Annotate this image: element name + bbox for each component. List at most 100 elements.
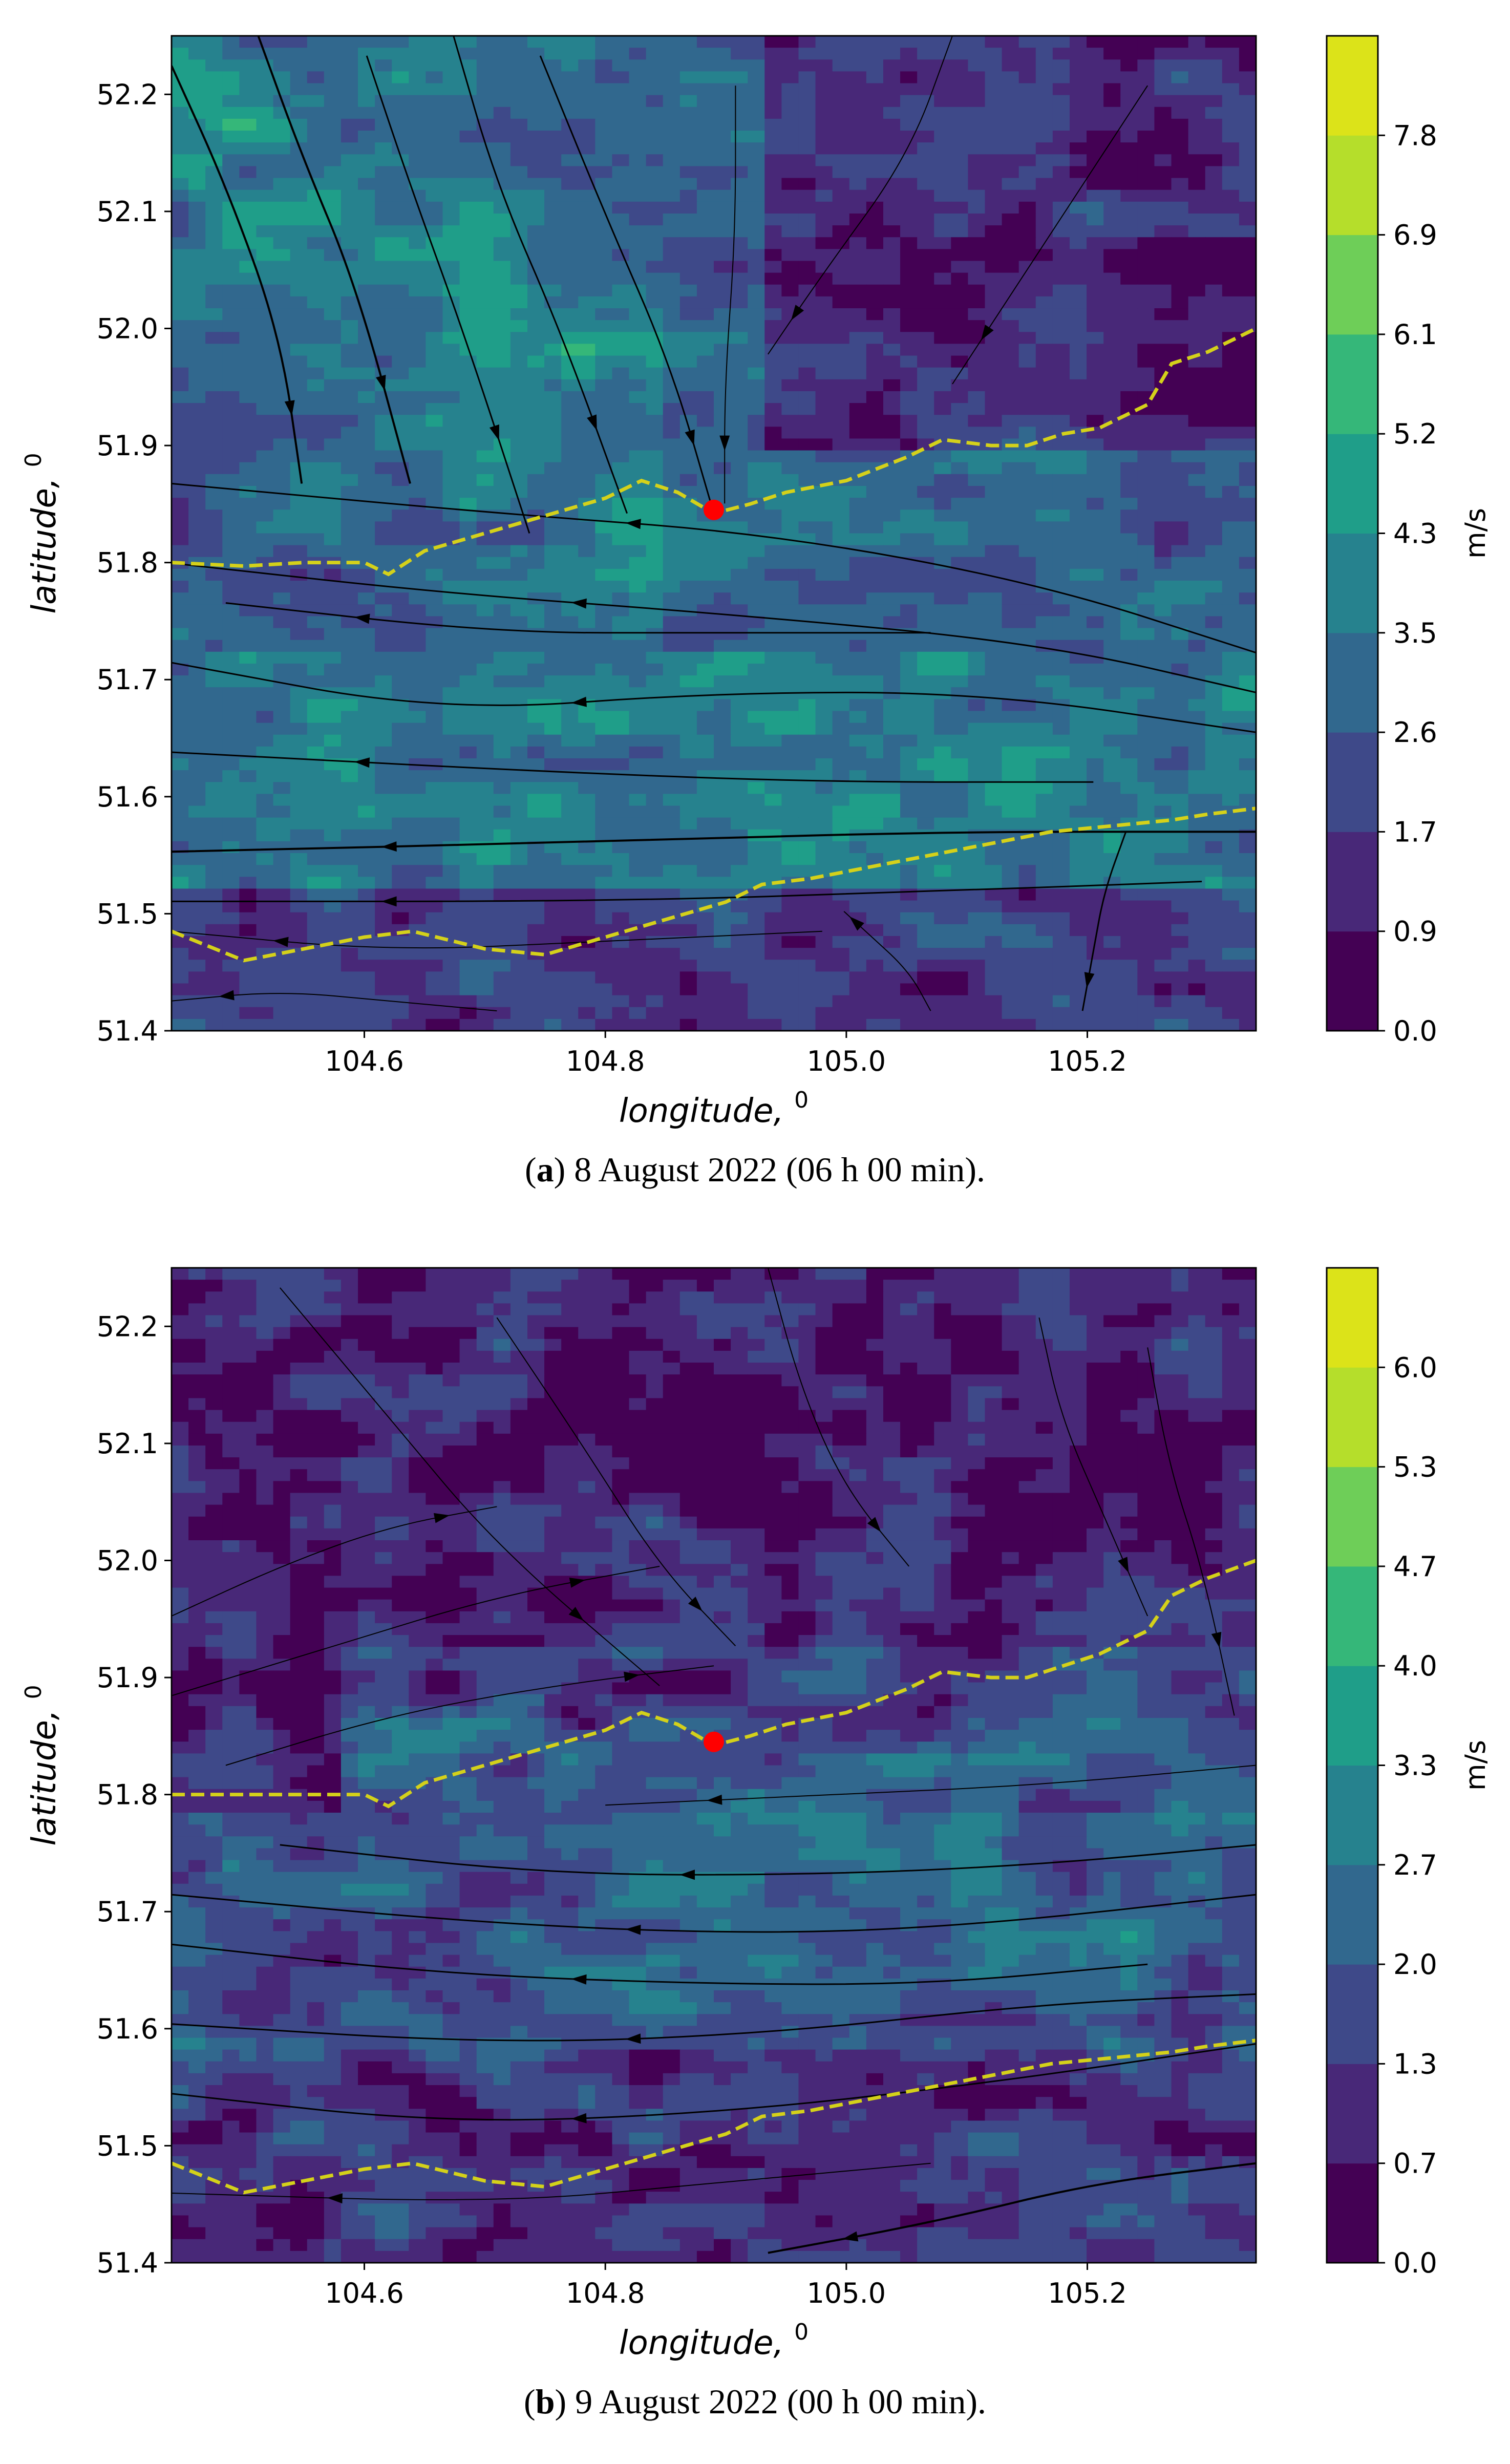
field-cell (307, 924, 325, 937)
field-cell (815, 663, 833, 676)
field-cell (578, 474, 596, 486)
field-cell (798, 107, 816, 119)
field-cell (900, 367, 918, 380)
field-cell (696, 379, 714, 392)
field-cell (1137, 142, 1155, 155)
field-cell (290, 616, 308, 629)
field-cell (714, 379, 731, 392)
field-cell (442, 865, 460, 878)
field-cell (256, 723, 274, 735)
field-cell (426, 770, 443, 783)
field-cell (595, 948, 613, 961)
field-cell (476, 805, 494, 818)
field-cell (1222, 663, 1240, 676)
field-cell (1002, 900, 1019, 913)
field-cell (1188, 59, 1206, 72)
field-cell (1002, 794, 1019, 806)
field-cell (832, 581, 850, 593)
field-cell (476, 308, 494, 321)
field-cell (442, 948, 460, 961)
field-cell (883, 770, 901, 783)
field-cell (290, 581, 308, 593)
field-cell (578, 83, 596, 96)
field-cell (714, 675, 731, 688)
field-cell (1239, 59, 1256, 72)
field-cell (426, 107, 443, 119)
field-cell (1087, 450, 1104, 463)
field-cell (426, 95, 443, 108)
field-cell (205, 592, 223, 605)
field-cell (1002, 48, 1019, 60)
field-cell (1222, 616, 1240, 629)
field-cell (256, 225, 274, 238)
field-cell (612, 118, 630, 131)
field-cell (1018, 178, 1036, 190)
field-cell (798, 817, 816, 830)
field-cell (883, 284, 901, 297)
field-cell (1120, 379, 1138, 392)
field-cell (459, 509, 477, 522)
field-cell (1171, 687, 1189, 700)
field-cell (459, 178, 477, 190)
field-cell (1120, 450, 1138, 463)
field-cell (459, 498, 477, 511)
field-cell (917, 900, 935, 913)
field-cell (341, 296, 358, 309)
field-cell (476, 829, 494, 842)
field-cell (696, 415, 714, 428)
field-cell (375, 663, 393, 676)
field-cell (612, 498, 630, 511)
field-cell (866, 355, 884, 368)
field-cell (188, 699, 206, 712)
field-cell (1205, 498, 1223, 511)
field-cell (832, 794, 850, 806)
field-cell (1171, 107, 1189, 119)
field-cell (731, 545, 748, 558)
field-cell (900, 770, 918, 783)
field-cell (172, 249, 189, 262)
field-cell (561, 320, 579, 333)
field-cell (239, 782, 257, 795)
field-cell (172, 509, 189, 522)
field-cell (1035, 249, 1053, 262)
field-cell (900, 95, 918, 108)
field-cell (1103, 734, 1121, 747)
field-cell (459, 107, 477, 119)
field-cell (273, 142, 291, 155)
field-cell (442, 723, 460, 735)
field-cell (375, 71, 393, 84)
field-cell (748, 734, 765, 747)
field-cell (798, 142, 816, 155)
field-cell (646, 154, 664, 167)
field-cell (917, 474, 935, 486)
field-cell (493, 332, 511, 345)
field-cell (595, 805, 613, 818)
field-cell (900, 723, 918, 735)
field-cell (205, 438, 223, 451)
field-cell (1103, 48, 1121, 60)
field-cell (1205, 888, 1223, 901)
field-cell (866, 225, 884, 238)
field-cell (934, 83, 952, 96)
field-cell (476, 936, 494, 948)
field-cell (1087, 308, 1104, 321)
field-cell (172, 794, 189, 806)
field-cell (459, 59, 477, 72)
field-cell (612, 568, 630, 581)
field-cell (527, 379, 545, 392)
field-cell (442, 332, 460, 345)
field-cell (612, 545, 630, 558)
field-cell (1103, 640, 1121, 652)
field-cell (1188, 166, 1206, 179)
field-cell (832, 450, 850, 463)
field-cell (917, 213, 935, 226)
field-cell (324, 675, 342, 688)
field-cell (172, 568, 189, 581)
field-cell (459, 912, 477, 925)
field-cell (696, 344, 714, 356)
field-cell (951, 817, 969, 830)
field-cell (1069, 675, 1087, 688)
field-cell (731, 427, 748, 439)
field-cell (968, 841, 986, 854)
field-cell (409, 675, 427, 688)
